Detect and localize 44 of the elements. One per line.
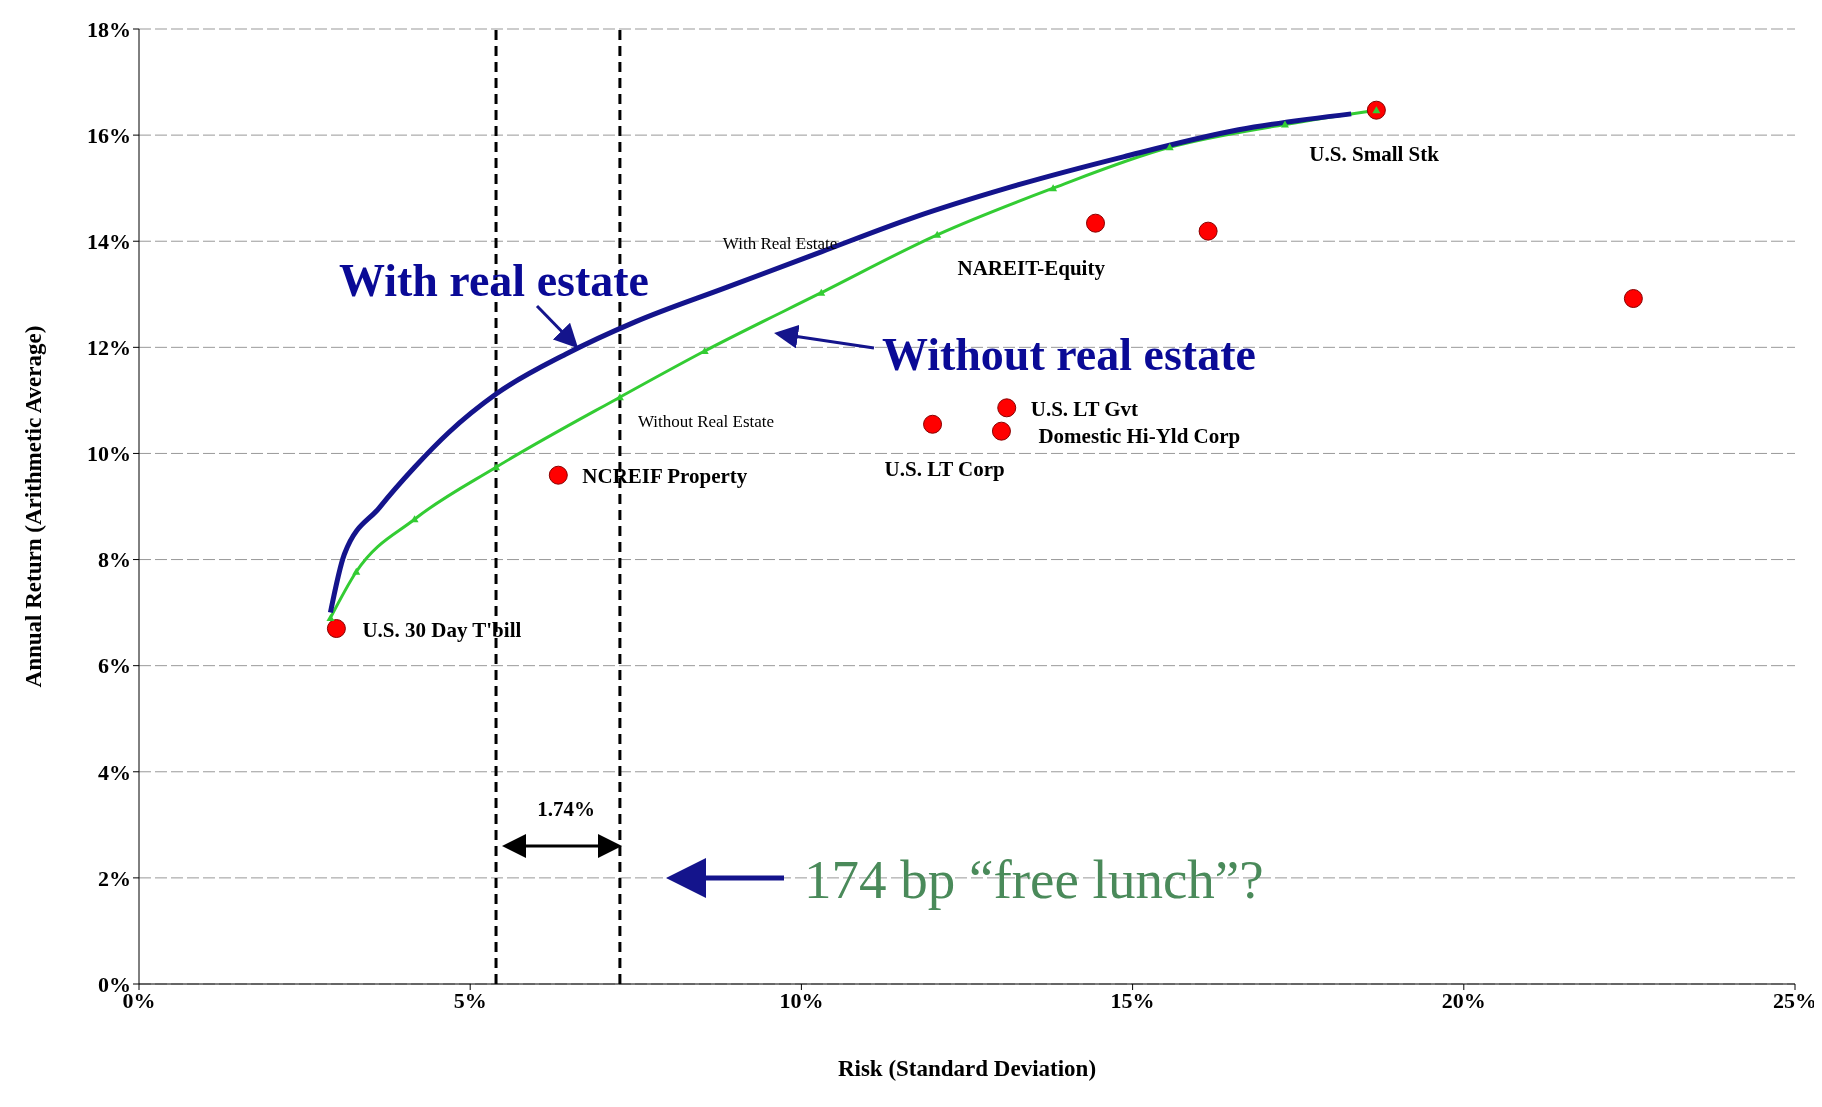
y-tick-label: 4%: [98, 759, 131, 785]
point: [326, 613, 335, 621]
x-tick-label: 5%: [453, 987, 487, 1013]
point: [352, 567, 361, 575]
point: [817, 288, 826, 296]
x-tick-label: 20%: [1441, 987, 1486, 1013]
annotation: NCREIF Property: [582, 464, 748, 489]
series-label: With Real Estate: [722, 233, 838, 253]
y-tick-label: 8%: [98, 547, 131, 573]
annotation: Without real estate: [882, 329, 1256, 380]
annotation: U.S. LT Corp: [884, 457, 1005, 482]
point: [1623, 289, 1643, 309]
point: [1280, 120, 1289, 128]
y-tick-label: 14%: [87, 229, 131, 255]
y-tick-label: 10%: [87, 441, 131, 467]
y-axis-title: Annual Return (Arithmetic Average): [21, 325, 47, 688]
point: [933, 230, 942, 238]
x-tick-label: 15%: [1110, 987, 1155, 1013]
y-tick-label: 16%: [87, 122, 131, 148]
point: [615, 393, 624, 401]
point: [991, 421, 1011, 441]
annotation: U.S. LT Gvt: [1030, 396, 1139, 421]
annotation: 174 bp “free lunch”?: [804, 849, 1264, 910]
annotation: NAREIT-Equity: [957, 256, 1106, 281]
point: [326, 619, 346, 639]
y-tick-label: 12%: [87, 335, 131, 361]
x-axis-title: Risk (Standard Deviation): [837, 1056, 1097, 1081]
series-label: Without Real Estate: [637, 412, 775, 432]
point: [548, 465, 568, 485]
x-tick-label: 10%: [779, 987, 824, 1013]
annotation: Domestic Hi-Yld Corp: [1038, 424, 1241, 449]
point: [1086, 213, 1106, 233]
annotation: With real estate: [339, 255, 650, 306]
y-tick-label: 2%: [98, 865, 131, 891]
point: [923, 414, 943, 434]
annotation: U.S. 30 Day T'bill: [362, 617, 522, 642]
y-tick-label: 18%: [87, 16, 131, 42]
point: [1198, 221, 1218, 241]
point: [997, 398, 1017, 418]
annotation: 1.74%: [537, 797, 595, 821]
point: [492, 463, 501, 471]
y-tick-label: 6%: [98, 653, 131, 679]
point: [1049, 184, 1058, 192]
annotation: U.S. Small Stk: [1309, 142, 1440, 167]
